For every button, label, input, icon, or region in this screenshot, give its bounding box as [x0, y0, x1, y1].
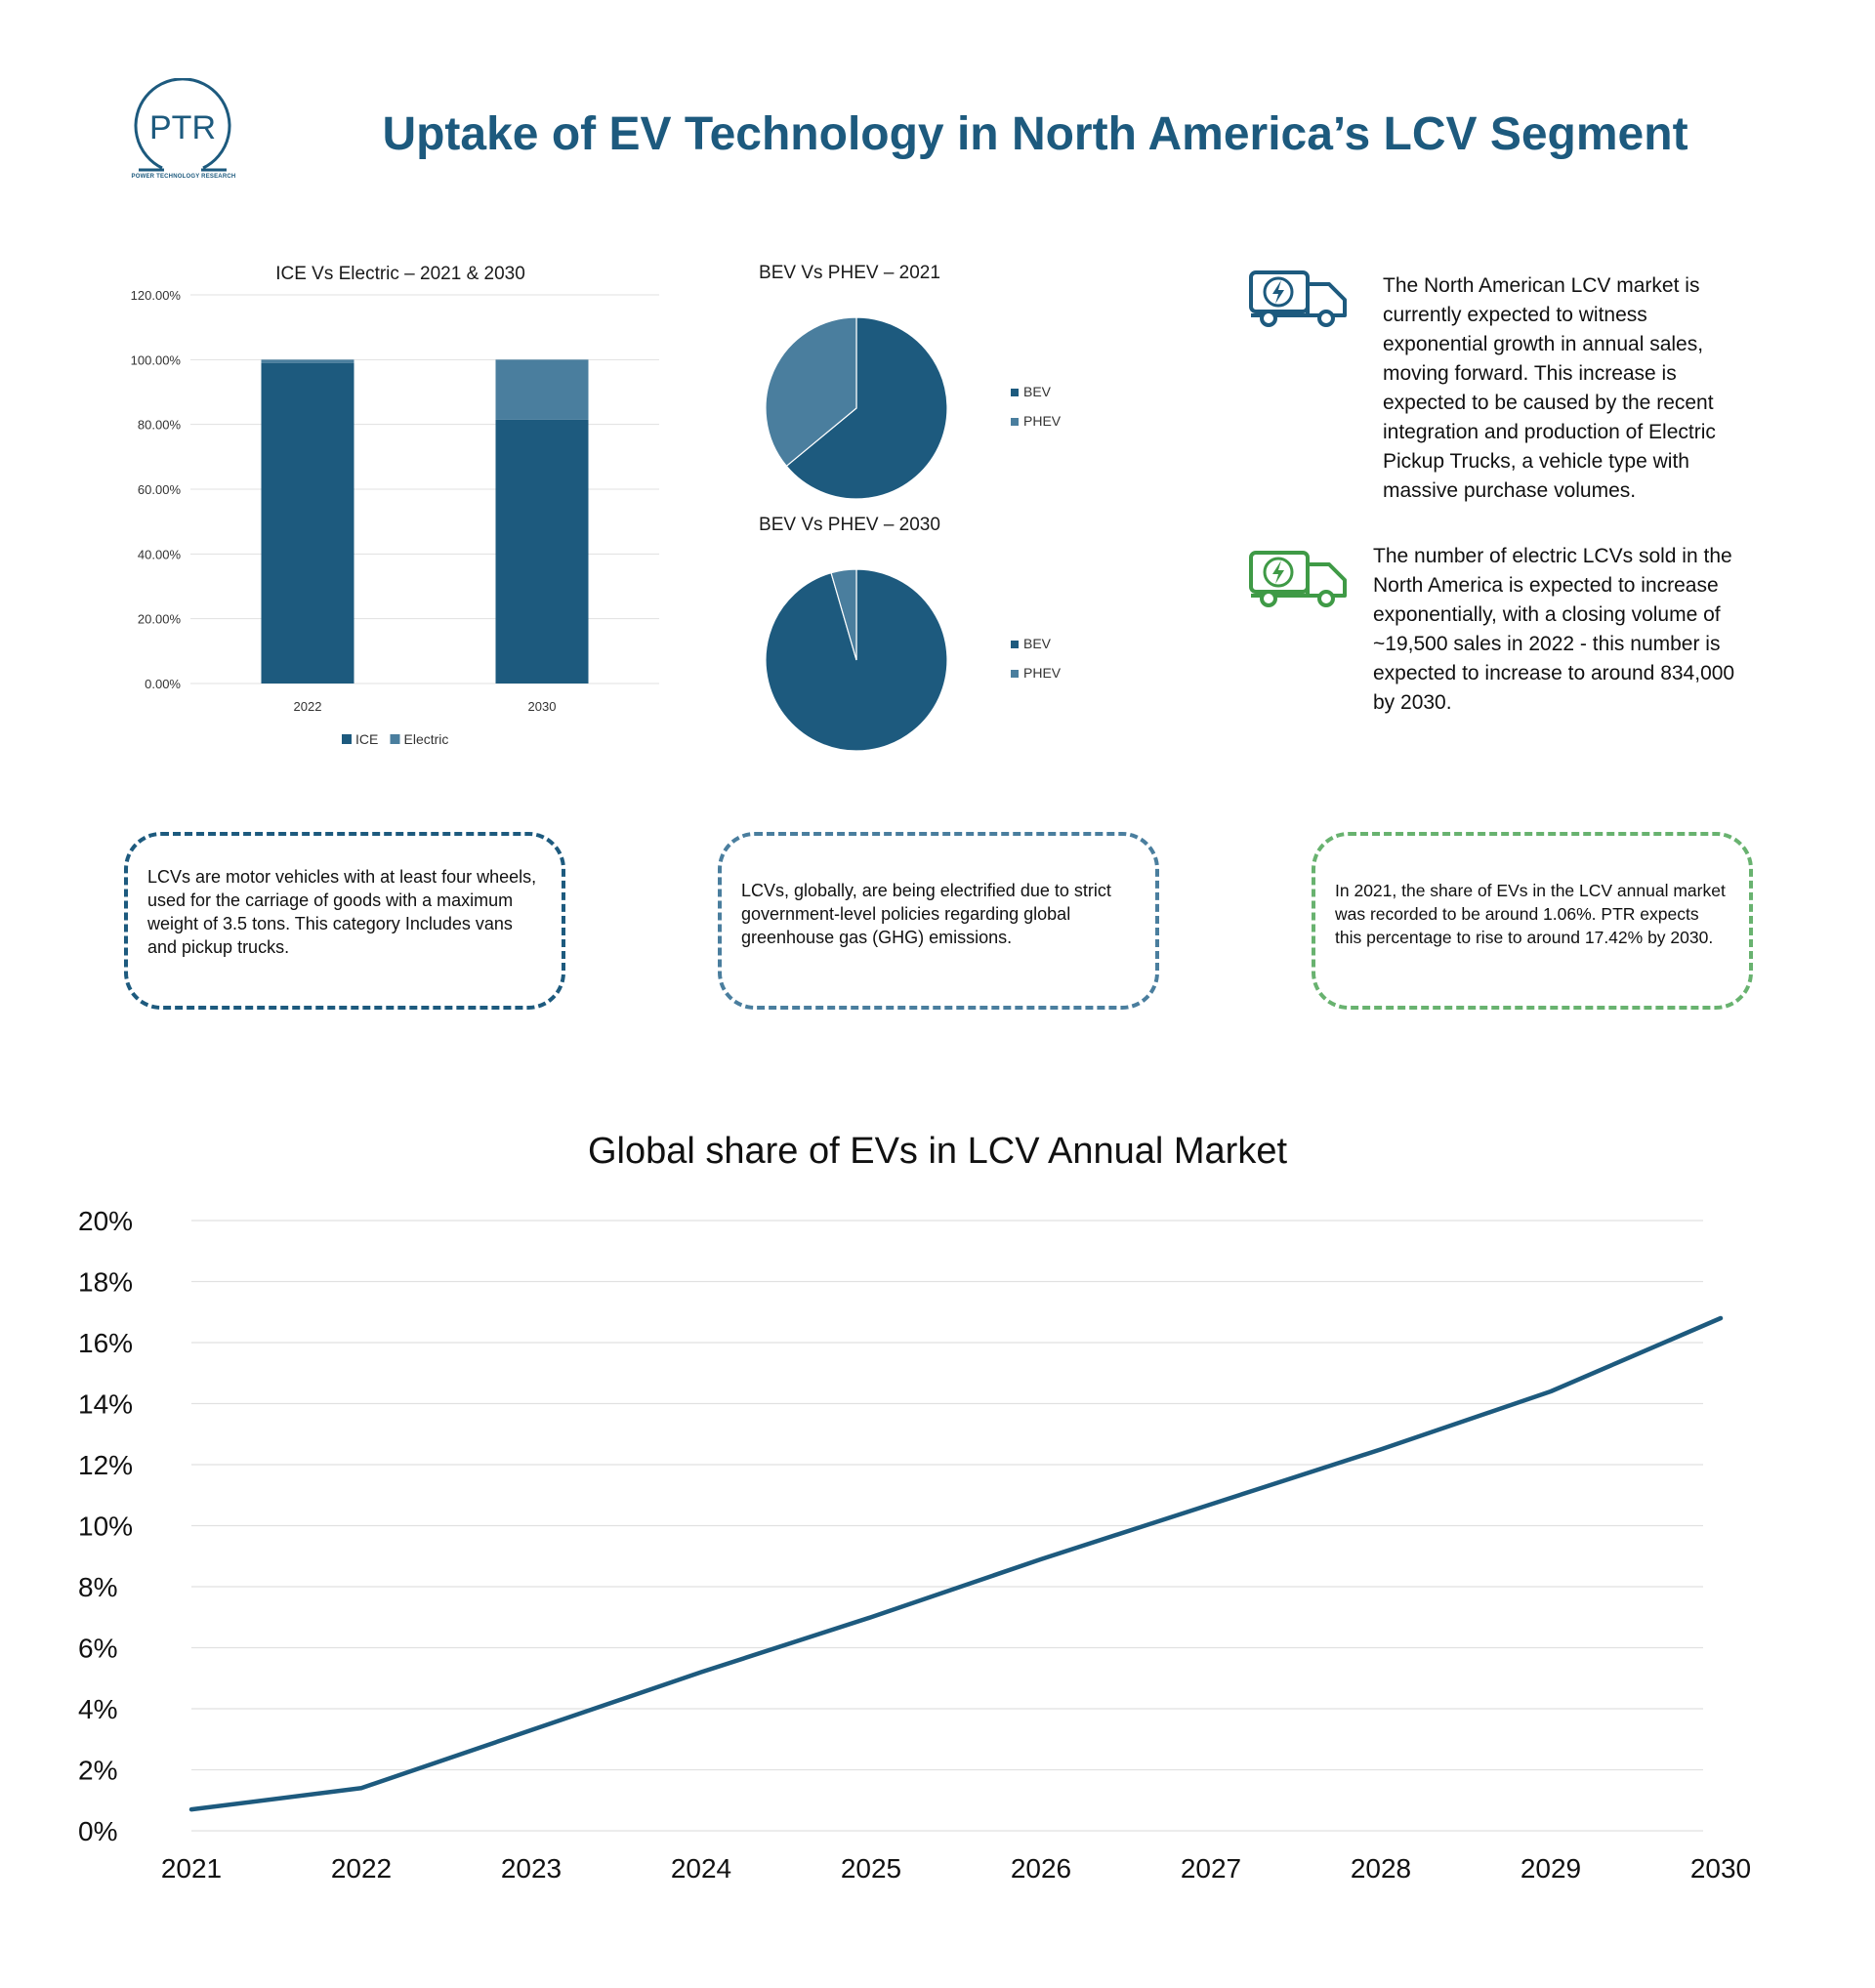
- line-y-tick-label: 6%: [78, 1634, 117, 1664]
- line-y-tick-label: 16%: [78, 1328, 133, 1358]
- bar-x-tick-label: 2030: [528, 699, 557, 714]
- line-x-tick-label: 2022: [331, 1853, 392, 1884]
- pie-slice-bev-2021: [785, 316, 948, 500]
- bar-electric-2022: [261, 359, 354, 363]
- line-x-tick-label: 2024: [671, 1853, 731, 1884]
- line-y-tick-label: 8%: [78, 1572, 117, 1602]
- line-y-tick-label: 4%: [78, 1694, 117, 1724]
- line-y-tick-label: 12%: [78, 1450, 133, 1480]
- global-ev-share-line-chart: 0% 2% 4% 6% 8% 10% 12% 14% 16% 18% 20% 2021 2022 2023…: [78, 1206, 1751, 1884]
- pie-2030-title: BEV Vs PHEV – 2030: [759, 515, 940, 535]
- note-ev-share: In 2021, the share of EVs in the LCV ann…: [1312, 832, 1753, 1010]
- bev-vs-phev-2030-pie: BEV PHEV: [765, 568, 1062, 752]
- line-y-tick-label: 18%: [78, 1267, 133, 1298]
- bar-y-tick-label: 60.00%: [138, 482, 182, 497]
- bar-y-tick-label: 100.00%: [131, 352, 182, 367]
- info-paragraph-1: The North American LCV market is current…: [1383, 274, 1716, 502]
- line-x-tick-label: 2030: [1690, 1853, 1751, 1884]
- page-title: Uptake of EV Technology in North America…: [382, 108, 1688, 160]
- pie-legend-swatch: [1011, 670, 1019, 678]
- electric-truck-icon: [1249, 270, 1347, 327]
- line-x-tick-label: 2023: [501, 1853, 562, 1884]
- logo-text: PTR: [149, 109, 216, 146]
- line-x-tick-label: 2026: [1011, 1853, 1071, 1884]
- bar-y-tick-label: 40.00%: [138, 547, 182, 561]
- line-x-tick-label: 2021: [161, 1853, 222, 1884]
- line-y-tick-label: 0%: [78, 1816, 117, 1846]
- line-x-tick-label: 2029: [1521, 1853, 1581, 1884]
- pie-2021-title: BEV Vs PHEV – 2021: [759, 263, 940, 283]
- electric-truck-icon: [1249, 551, 1347, 607]
- bar-legend-label: ICE: [355, 731, 378, 747]
- bar-legend-swatch: [390, 734, 400, 744]
- logo-subtitle: POWER TECHNOLOGY RESEARCH: [131, 174, 236, 180]
- ptr-logo: PTR: [134, 78, 231, 172]
- pie-slice-phev-2021: [765, 316, 857, 468]
- line-y-tick-label: 10%: [78, 1512, 133, 1542]
- bar-y-tick-label: 80.00%: [138, 418, 182, 433]
- line-x-tick-label: 2027: [1181, 1853, 1241, 1884]
- pie-slice-phev-2030: [830, 568, 857, 661]
- bar-legend-label: Electric: [404, 731, 449, 747]
- bev-vs-phev-2021-pie: BEV PHEV: [765, 316, 1062, 500]
- line-y-tick-label: 20%: [78, 1206, 133, 1236]
- bar-x-tick-label: 2022: [294, 699, 322, 714]
- pie-legend-label: BEV: [1023, 384, 1052, 399]
- line-series-ev-share: [188, 1315, 1724, 1812]
- bar-ice-2022: [261, 362, 354, 683]
- line-x-tick-label: 2025: [841, 1853, 901, 1884]
- line-y-tick-label: 2%: [78, 1756, 117, 1786]
- line-y-tick-label: 14%: [78, 1389, 133, 1420]
- bar-legend-swatch: [342, 734, 352, 744]
- line-chart-title: Global share of EVs in LCV Annual Market: [587, 1131, 1288, 1172]
- bar-y-tick-label: 20.00%: [138, 612, 182, 627]
- bar-y-tick-label: 120.00%: [131, 288, 182, 303]
- note-electrification-policies: LCVs, globally, are being electrified du…: [718, 832, 1159, 1010]
- pie-legend-swatch: [1011, 641, 1019, 648]
- ice-vs-electric-bar-chart: 0.00% 20.00% 40.00% 60.00% 80.00% 100.00% 120.…: [131, 288, 659, 747]
- pie-legend-label: PHEV: [1023, 413, 1062, 429]
- bar-chart-title: ICE Vs Electric – 2021 & 2030: [275, 264, 525, 284]
- pie-legend-label: PHEV: [1023, 665, 1062, 681]
- pie-legend-swatch: [1011, 418, 1019, 426]
- bar-ice-2030: [495, 419, 589, 683]
- info-paragraph-2: The number of electric LCVs sold in the …: [1373, 545, 1735, 714]
- pie-legend-swatch: [1011, 389, 1019, 396]
- line-x-tick-label: 2028: [1351, 1853, 1411, 1884]
- pie-legend-label: BEV: [1023, 636, 1052, 651]
- note-lcv-definition: LCVs are motor vehicles with at least fo…: [124, 832, 565, 1010]
- bar-y-tick-label: 0.00%: [145, 677, 181, 691]
- bar-electric-2030: [495, 359, 589, 420]
